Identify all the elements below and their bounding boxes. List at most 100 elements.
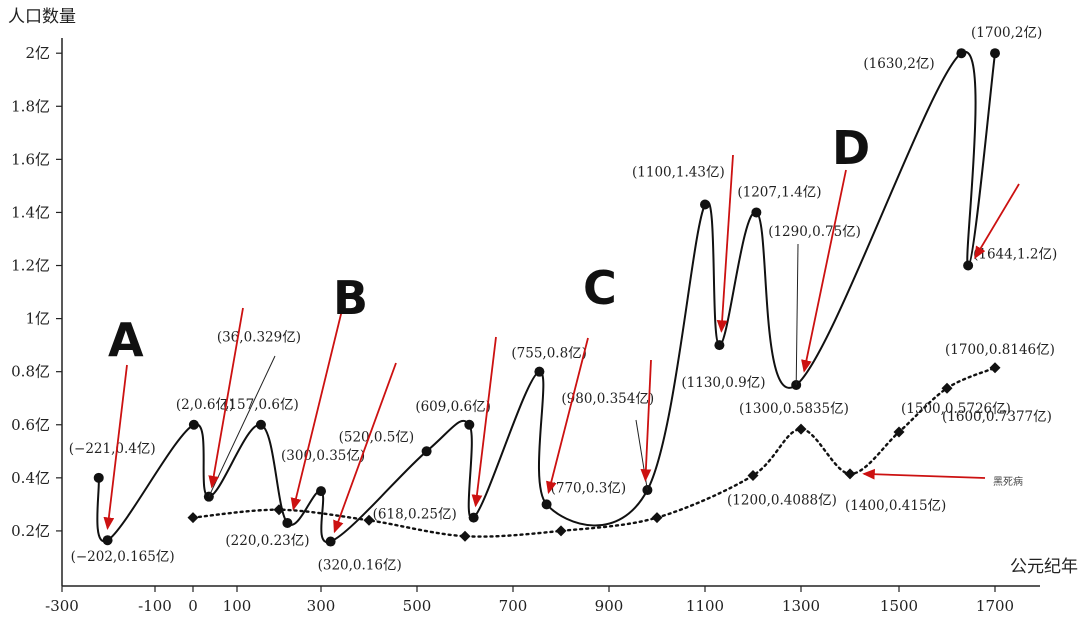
data-point-circle (282, 517, 293, 528)
annotation-letter-a: A (108, 313, 144, 367)
data-label: (1700,2亿) (971, 25, 1042, 41)
x-axis-title: 公元纪年 (1010, 557, 1078, 577)
y-tick-label: 2亿 (25, 44, 50, 62)
leader-line (208, 355, 276, 497)
data-label: (609,0.6亿) (415, 399, 491, 415)
annotation-letter-d: D (832, 121, 870, 175)
data-label: (−202,0.165亿) (71, 549, 175, 565)
x-tick-label: -300 (45, 597, 79, 615)
data-point-circle (255, 419, 266, 430)
data-label: (1644,1.2亿) (973, 247, 1057, 263)
data-label: (1200,0.4088亿) (727, 493, 837, 509)
data-point-diamond (747, 470, 759, 482)
data-label: (2,0.6亿) (176, 397, 234, 413)
annotation-arrow (716, 154, 734, 333)
axes (61, 38, 1040, 587)
y-tick-label: 0.8亿 (11, 363, 50, 381)
data-point-circle (534, 366, 545, 377)
data-point-diamond (844, 468, 856, 480)
x-tick-label: -100 (138, 597, 172, 615)
data-label: (36,0.329亿) (217, 330, 301, 346)
data-point-circle (421, 446, 432, 457)
data-label: (770,0.3亿) (551, 480, 627, 496)
data-point-circle (102, 535, 113, 546)
data-label: (1700,0.8146亿) (945, 342, 1055, 358)
data-point-circle (963, 260, 974, 271)
data-label: (520,0.5亿) (339, 429, 415, 445)
data-point-diamond (893, 426, 905, 438)
annotation-arrow (103, 364, 128, 530)
y-tick-label: 0.2亿 (11, 522, 50, 540)
data-label: (980,0.354亿) (561, 391, 654, 407)
annotation-letter-b: B (333, 271, 368, 325)
data-point-circle (700, 199, 710, 210)
x-tick-label: 500 (403, 597, 432, 615)
y-tick-label: 1亿 (25, 310, 50, 328)
y-tick-label: 1.6亿 (11, 150, 50, 168)
data-label: (1100,1.43亿) (632, 164, 725, 180)
x-tick-label: 700 (499, 597, 528, 615)
data-label: (−221,0.4亿) (69, 441, 156, 457)
ticks: -300 -100 0 100 300 500 700 900 1100 1300 1500 1700… (11, 44, 1014, 615)
annotation-arrow (546, 337, 589, 495)
y-tick-label: 0.4亿 (11, 469, 50, 487)
markers (93, 48, 1001, 547)
annotation-arrow (801, 169, 847, 373)
data-label: (320,0.16亿) (318, 558, 402, 574)
annotation-arrow (471, 336, 497, 508)
data-point-diamond (555, 525, 567, 537)
annotation-arrow (862, 468, 986, 480)
data-label: (1630,2亿) (863, 56, 934, 72)
data-point-diamond (273, 504, 285, 516)
leader-line (795, 243, 799, 385)
data-point-circle (325, 536, 336, 547)
data-point-circle (93, 472, 104, 483)
annotation-arrows: A B C D 黑死病 (103, 121, 1023, 534)
data-label: (1600,0.7377亿) (942, 409, 1052, 425)
x-tick-label: 1300 (782, 597, 820, 615)
data-label: (1207,1.4亿) (737, 184, 821, 200)
annotation-arrow (290, 309, 343, 511)
data-point-diamond (459, 530, 471, 542)
data-label: (1300,0.5835亿) (739, 401, 849, 417)
data-point-diamond (651, 512, 663, 524)
data-point-diamond (941, 382, 953, 394)
data-point-diamond (363, 514, 375, 526)
data-point-diamond (989, 362, 1001, 374)
point-labels: (−221,0.4亿) (−202,0.165亿) (2,0.6亿) (36,0.32… (69, 25, 1058, 573)
y-tick-label: 1.8亿 (11, 97, 50, 115)
y-tick-label: 1.2亿 (11, 257, 50, 275)
x-tick-label: 100 (223, 597, 252, 615)
data-label: (300,0.35亿) (281, 448, 365, 464)
x-tick-label: 1100 (686, 597, 724, 615)
data-label: (1290,0.75亿) (768, 224, 861, 240)
x-tick-label: 900 (595, 597, 624, 615)
data-point-circle (188, 419, 199, 430)
data-label: (1500,0.5726亿) (901, 401, 1011, 417)
annotation-letter-c: C (583, 261, 617, 315)
data-point-circle (541, 499, 552, 510)
annotation-arrow (208, 307, 244, 489)
data-label: (1400,0.415亿) (845, 498, 946, 514)
data-point-circle (714, 340, 725, 351)
x-tick-label: 1500 (880, 597, 918, 615)
annotation-arrow (974, 183, 1020, 260)
y-tick-label: 0.6亿 (11, 416, 50, 434)
data-label: (1130,0.9亿) (681, 375, 765, 391)
annotation-arrow (640, 359, 652, 482)
data-point-circle (316, 486, 326, 497)
x-tick-label: 0 (188, 597, 198, 615)
y-tick-label: 1.4亿 (11, 203, 50, 221)
data-label: (755,0.8亿) (511, 346, 587, 362)
y-axis-title: 人口数量 (8, 7, 76, 27)
black-death-note: 黑死病 (993, 475, 1023, 488)
data-label: (618,0.25亿) (373, 507, 457, 523)
annotation-arrow (333, 362, 397, 534)
series-line-solid (96, 50, 996, 543)
data-point-circle (751, 207, 762, 218)
x-tick-label: 1700 (976, 597, 1014, 615)
data-label: (220,0.23亿) (225, 533, 309, 549)
data-point-diamond (795, 423, 807, 435)
data-point-circle (956, 48, 967, 59)
